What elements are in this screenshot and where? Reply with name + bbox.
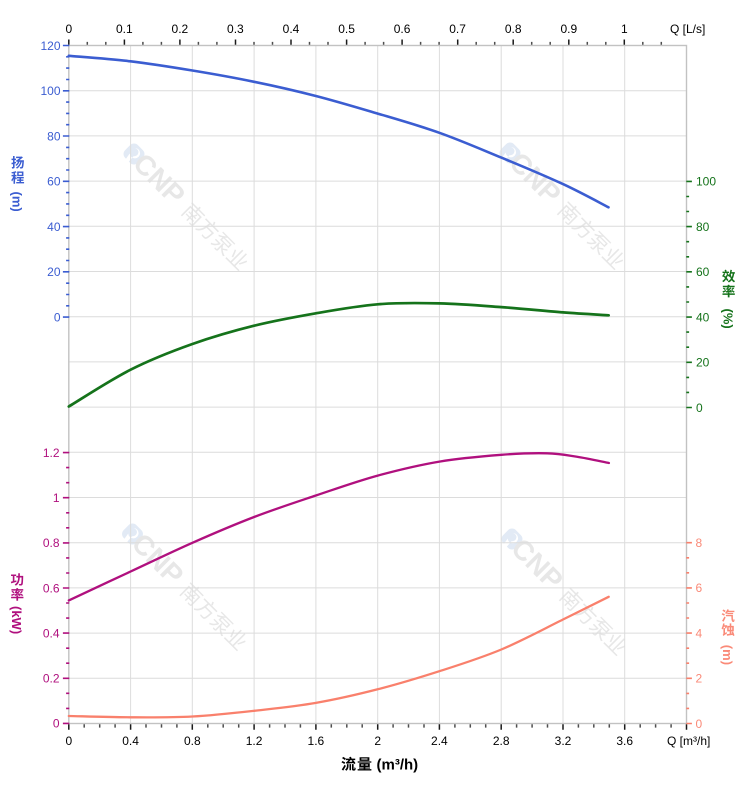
svg-text:0: 0 [696, 717, 703, 731]
svg-text:0.8: 0.8 [43, 536, 60, 550]
svg-text:0.4: 0.4 [43, 626, 60, 640]
svg-text:Q [m³/h]: Q [m³/h] [667, 734, 710, 748]
svg-text:2.4: 2.4 [431, 734, 448, 748]
svg-text:0.4: 0.4 [283, 22, 300, 36]
svg-text:(kW): (kW) [9, 606, 24, 634]
svg-text:80: 80 [696, 220, 710, 234]
svg-text:0: 0 [65, 22, 72, 36]
svg-text:6: 6 [696, 581, 703, 595]
svg-text:0.9: 0.9 [560, 22, 577, 36]
svg-text:0.2: 0.2 [43, 672, 60, 686]
svg-text:(m): (m) [720, 645, 735, 665]
svg-text:60: 60 [47, 175, 61, 189]
svg-text:20: 20 [47, 265, 61, 279]
svg-text:(m): (m) [10, 192, 25, 212]
svg-text:0.8: 0.8 [505, 22, 522, 36]
svg-text:40: 40 [696, 310, 710, 324]
svg-text:60: 60 [696, 265, 710, 279]
svg-text:1: 1 [621, 22, 628, 36]
svg-text:80: 80 [47, 129, 61, 143]
svg-text:0.7: 0.7 [449, 22, 466, 36]
svg-text:0.1: 0.1 [116, 22, 133, 36]
svg-text:100: 100 [696, 175, 716, 189]
svg-text:(%): (%) [720, 309, 735, 329]
svg-text:2: 2 [374, 734, 381, 748]
svg-text:0: 0 [54, 310, 61, 324]
svg-text:0.6: 0.6 [43, 581, 60, 595]
svg-text:100: 100 [40, 84, 60, 98]
svg-text:120: 120 [40, 39, 60, 53]
svg-text:0.4: 0.4 [122, 734, 139, 748]
svg-text:Q [L/s]: Q [L/s] [670, 22, 705, 36]
svg-text:0.6: 0.6 [394, 22, 411, 36]
svg-text:0.3: 0.3 [227, 22, 244, 36]
svg-text:3.2: 3.2 [555, 734, 572, 748]
svg-text:0: 0 [65, 734, 72, 748]
svg-text:40: 40 [47, 220, 61, 234]
svg-text:1: 1 [53, 491, 60, 505]
svg-text:1.6: 1.6 [308, 734, 325, 748]
svg-text:0.8: 0.8 [184, 734, 201, 748]
svg-text:8: 8 [696, 536, 703, 550]
svg-text:0.5: 0.5 [338, 22, 355, 36]
svg-text:2.8: 2.8 [493, 734, 510, 748]
svg-text:20: 20 [696, 356, 710, 370]
svg-text:1.2: 1.2 [246, 734, 263, 748]
svg-text:0: 0 [53, 717, 60, 731]
svg-text:3.6: 3.6 [616, 734, 633, 748]
svg-text:1.2: 1.2 [43, 446, 60, 460]
svg-text:(m³/h): (m³/h) [377, 757, 419, 774]
svg-text:0: 0 [696, 401, 703, 415]
svg-text:4: 4 [696, 626, 703, 640]
svg-text:0.2: 0.2 [172, 22, 189, 36]
svg-text:2: 2 [696, 672, 703, 686]
